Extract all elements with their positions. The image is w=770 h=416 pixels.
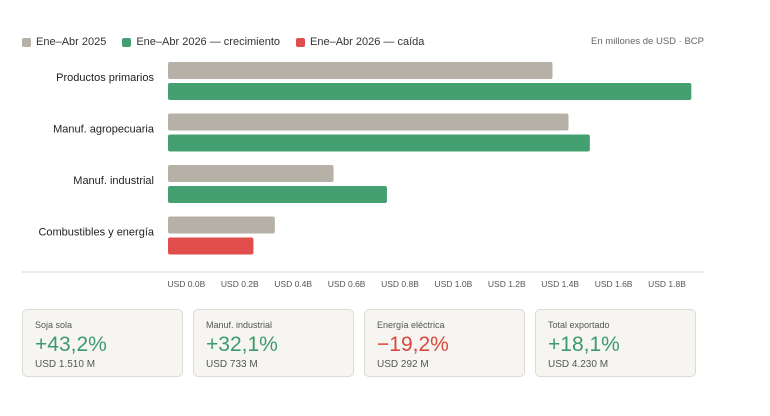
bar-2026 — [168, 186, 387, 203]
legend-item-2026-drop: Ene–Abr 2026 — caída — [296, 36, 424, 48]
bar-2026 — [168, 237, 254, 255]
category-label: Manuf. agropecuaria — [53, 124, 155, 136]
kpi-card-total: Total exportado +18,1% USD 4.230 M — [535, 309, 696, 377]
x-tick-label: USD 1.2B — [488, 279, 526, 289]
kpi-card-value: −19,2% — [377, 333, 449, 356]
kpi-card-label: Manuf. industrial — [206, 320, 273, 330]
legend-label-2025: Ene–Abr 2025 — [36, 36, 107, 48]
x-tick-label: USD 1.0B — [435, 279, 473, 289]
category-label: Productos primarios — [56, 72, 154, 84]
kpi-card-subtext: USD 292 M — [377, 359, 429, 370]
kpi-cards: Soja sola +43,2% USD 1.510 M Manuf. indu… — [22, 309, 696, 377]
kpi-card-subtext: USD 1.510 M — [35, 359, 96, 370]
chart-legend: Ene–Abr 2025 Ene–Abr 2026 — crecimiento … — [22, 34, 424, 50]
category-label: Combustibles y energía — [38, 227, 154, 239]
x-tick-label: USD 0.0B — [168, 279, 206, 289]
legend-swatch-2026-drop — [296, 37, 306, 47]
legend-label-2026-drop: Ene–Abr 2026 — caída — [310, 36, 425, 48]
legend-item-2026-growth: Ene–Abr 2026 — crecimiento — [122, 36, 280, 48]
legend-label-2026-growth: Ene–Abr 2026 — crecimiento — [136, 36, 281, 48]
bar-2026 — [168, 134, 590, 152]
kpi-card-label: Soja sola — [35, 320, 73, 330]
kpi-card-value: +18,1% — [548, 333, 620, 356]
x-tick-label: USD 1.6B — [595, 279, 633, 289]
bar-2025 — [168, 165, 334, 182]
kpi-card-subtext: USD 733 M — [206, 359, 258, 370]
kpi-card-energia: Energía eléctrica −19,2% USD 292 M — [364, 309, 525, 377]
bar-2025 — [168, 113, 569, 131]
legend-item-2025: Ene–Abr 2025 — [22, 36, 106, 48]
bar-2026 — [168, 83, 692, 100]
kpi-card-label: Total exportado — [548, 320, 610, 330]
x-tick-label: USD 0.6B — [328, 279, 366, 289]
kpi-card-value: +43,2% — [35, 333, 107, 356]
kpi-card-label: Energía eléctrica — [377, 320, 445, 330]
x-tick-label: USD 1.4B — [541, 279, 579, 289]
x-tick-label: USD 1.8B — [648, 279, 686, 289]
legend-swatch-2026-growth — [122, 37, 132, 47]
legend-swatch-2025 — [22, 37, 31, 47]
kpi-card-soja: Soja sola +43,2% USD 1.510 M — [22, 309, 183, 377]
bar-2025 — [168, 216, 275, 234]
bar-2025 — [168, 62, 553, 79]
kpi-card-manuf-industrial: Manuf. industrial +32,1% USD 733 M — [193, 309, 354, 377]
kpi-card-value: +32,1% — [206, 333, 278, 356]
kpi-card-subtext: USD 4.230 M — [548, 359, 609, 370]
bar-chart: Productos primarios Manuf. agropecuaria Ma… — [22, 62, 704, 289]
source-note: En millones de USD · BCP — [591, 36, 704, 47]
x-tick-label: USD 0.8B — [381, 279, 419, 289]
x-tick-label: USD 0.2B — [221, 279, 259, 289]
category-label: Manuf. industrial — [73, 175, 154, 187]
x-tick-label: USD 0.4B — [274, 279, 312, 289]
